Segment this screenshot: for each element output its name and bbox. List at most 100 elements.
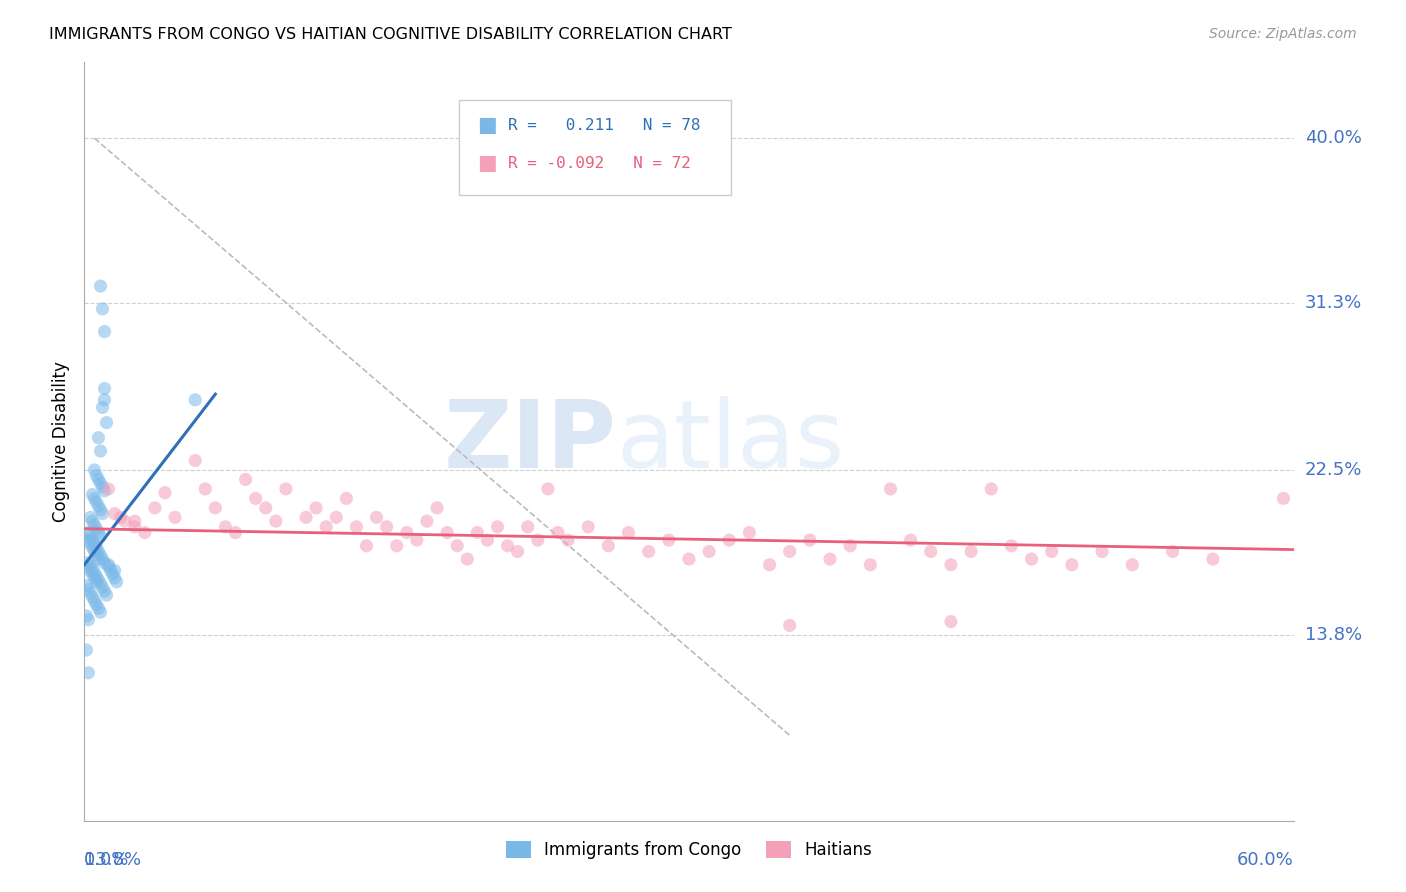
Point — [75, 643, 97, 657]
Point — [77, 525, 100, 540]
Point — [96, 588, 118, 602]
Point — [799, 533, 821, 548]
Point — [537, 482, 560, 496]
Text: atlas: atlas — [616, 395, 845, 488]
Point — [91, 301, 114, 316]
Point — [557, 533, 579, 548]
Point — [446, 539, 468, 553]
Point — [93, 584, 115, 599]
Point — [91, 552, 114, 566]
Point — [295, 510, 318, 524]
Point — [859, 558, 882, 572]
Point — [658, 533, 681, 548]
Point — [356, 539, 378, 553]
Point — [82, 487, 104, 501]
Point — [758, 558, 780, 572]
Point — [325, 510, 347, 524]
Point — [456, 552, 478, 566]
Point — [87, 499, 110, 513]
Point — [939, 558, 962, 572]
Point — [79, 529, 101, 543]
Point — [416, 514, 439, 528]
Point — [165, 510, 187, 524]
Point — [97, 558, 120, 572]
Text: 22.5%: 22.5% — [1305, 461, 1362, 479]
Point — [426, 500, 449, 515]
Point — [346, 520, 368, 534]
Point — [1091, 544, 1114, 558]
Point — [100, 564, 122, 578]
Point — [89, 444, 111, 458]
Point — [274, 482, 297, 496]
Point — [467, 525, 489, 540]
Point — [477, 533, 499, 548]
Text: ■: ■ — [478, 115, 498, 136]
Point — [83, 544, 105, 558]
Point — [86, 548, 108, 563]
Point — [637, 544, 659, 558]
FancyBboxPatch shape — [460, 101, 731, 195]
Point — [496, 539, 519, 553]
Point — [89, 548, 111, 563]
Point — [77, 533, 100, 548]
Point — [920, 544, 942, 558]
Text: 13.8%: 13.8% — [84, 851, 142, 869]
Point — [83, 594, 105, 608]
Point — [305, 500, 328, 515]
Point — [960, 544, 983, 558]
Point — [82, 514, 104, 528]
Point — [86, 598, 108, 612]
Point — [779, 544, 801, 558]
Point — [86, 574, 108, 589]
Text: Source: ZipAtlas.com: Source: ZipAtlas.com — [1209, 27, 1357, 41]
Point — [96, 416, 118, 430]
Point — [114, 514, 136, 528]
Point — [82, 567, 104, 582]
Point — [86, 495, 108, 509]
Point — [86, 522, 108, 536]
Point — [91, 401, 114, 415]
Point — [110, 510, 132, 524]
Point — [900, 533, 922, 548]
Point — [939, 615, 962, 629]
Point — [516, 520, 538, 534]
Point — [79, 558, 101, 572]
Point — [506, 544, 529, 558]
Point — [436, 525, 458, 540]
Point — [82, 561, 104, 575]
Point — [1060, 558, 1083, 572]
Point — [93, 392, 115, 407]
Point — [83, 537, 105, 551]
Point — [738, 525, 761, 540]
Text: IMMIGRANTS FROM CONGO VS HAITIAN COGNITIVE DISABILITY CORRELATION CHART: IMMIGRANTS FROM CONGO VS HAITIAN COGNITI… — [49, 27, 733, 42]
Point — [89, 503, 111, 517]
Point — [245, 491, 267, 506]
Point — [1121, 558, 1143, 572]
Point — [93, 483, 115, 498]
Legend: Immigrants from Congo, Haitians: Immigrants from Congo, Haitians — [499, 834, 879, 865]
Point — [87, 431, 110, 445]
Point — [617, 525, 640, 540]
Point — [124, 514, 146, 528]
Point — [89, 605, 111, 619]
Point — [697, 544, 720, 558]
Point — [91, 507, 114, 521]
Point — [143, 500, 166, 515]
Point — [83, 566, 105, 580]
Point — [79, 510, 101, 524]
Point — [101, 567, 124, 582]
Point — [86, 468, 108, 483]
Point — [89, 529, 111, 543]
Point — [184, 392, 207, 407]
Point — [779, 618, 801, 632]
Point — [980, 482, 1002, 496]
Point — [153, 485, 176, 500]
Point — [87, 573, 110, 587]
Point — [598, 539, 620, 553]
Point — [89, 279, 111, 293]
Point — [97, 482, 120, 496]
Point — [77, 559, 100, 574]
Point — [83, 463, 105, 477]
Point — [82, 541, 104, 555]
Text: 0.0%: 0.0% — [84, 851, 129, 869]
